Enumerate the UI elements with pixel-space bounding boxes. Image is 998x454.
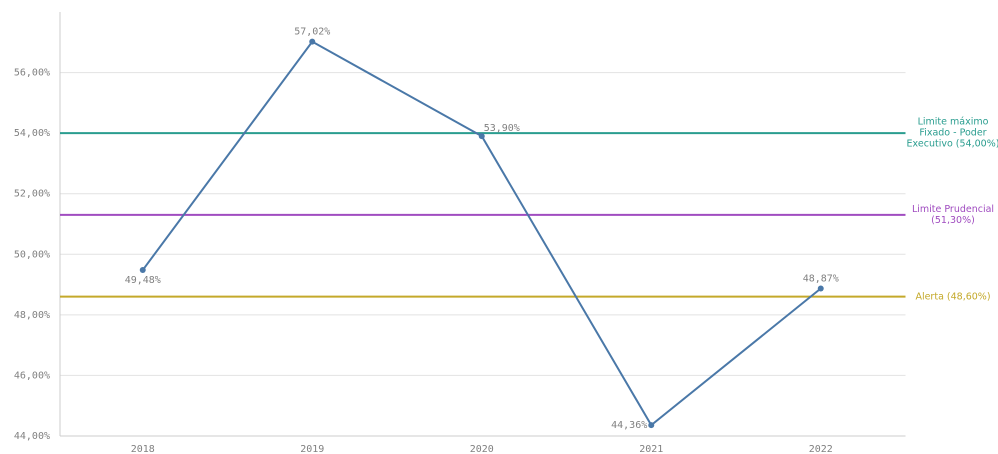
point (648, 422, 655, 429)
reference-label: Limite máximo Fixado - Poder Executivo (… (906, 116, 998, 150)
data-label: 49,48% (125, 275, 161, 286)
reference-label: Alerta (48,60%) (915, 291, 991, 303)
y-tick-label: 46,00% (14, 370, 50, 381)
y-tick-label: 56,00% (14, 68, 50, 79)
data-label: 57,02% (294, 27, 330, 38)
x-tick-label: 2021 (639, 444, 663, 454)
point (817, 285, 824, 292)
y-tick-label: 44,00% (14, 431, 50, 442)
data-label: 48,87% (803, 274, 839, 285)
data-label: 44,36% (611, 420, 647, 431)
y-tick-label: 48,00% (14, 310, 50, 321)
point (478, 133, 485, 140)
reference-label: Limite Prudencial (51,30%) (911, 203, 995, 226)
point (309, 38, 316, 45)
x-tick-label: 2020 (470, 444, 494, 454)
x-tick-label: 2018 (131, 444, 155, 454)
data-label: 53,90% (484, 123, 520, 134)
line (141, 40, 822, 427)
point (139, 267, 146, 274)
x-tick-label: 2019 (300, 444, 324, 454)
y-tick-label: 52,00% (14, 189, 50, 200)
x-tick-label: 2022 (809, 444, 833, 454)
y-tick-label: 54,00% (14, 128, 50, 139)
y-tick-label: 50,00% (14, 249, 50, 260)
